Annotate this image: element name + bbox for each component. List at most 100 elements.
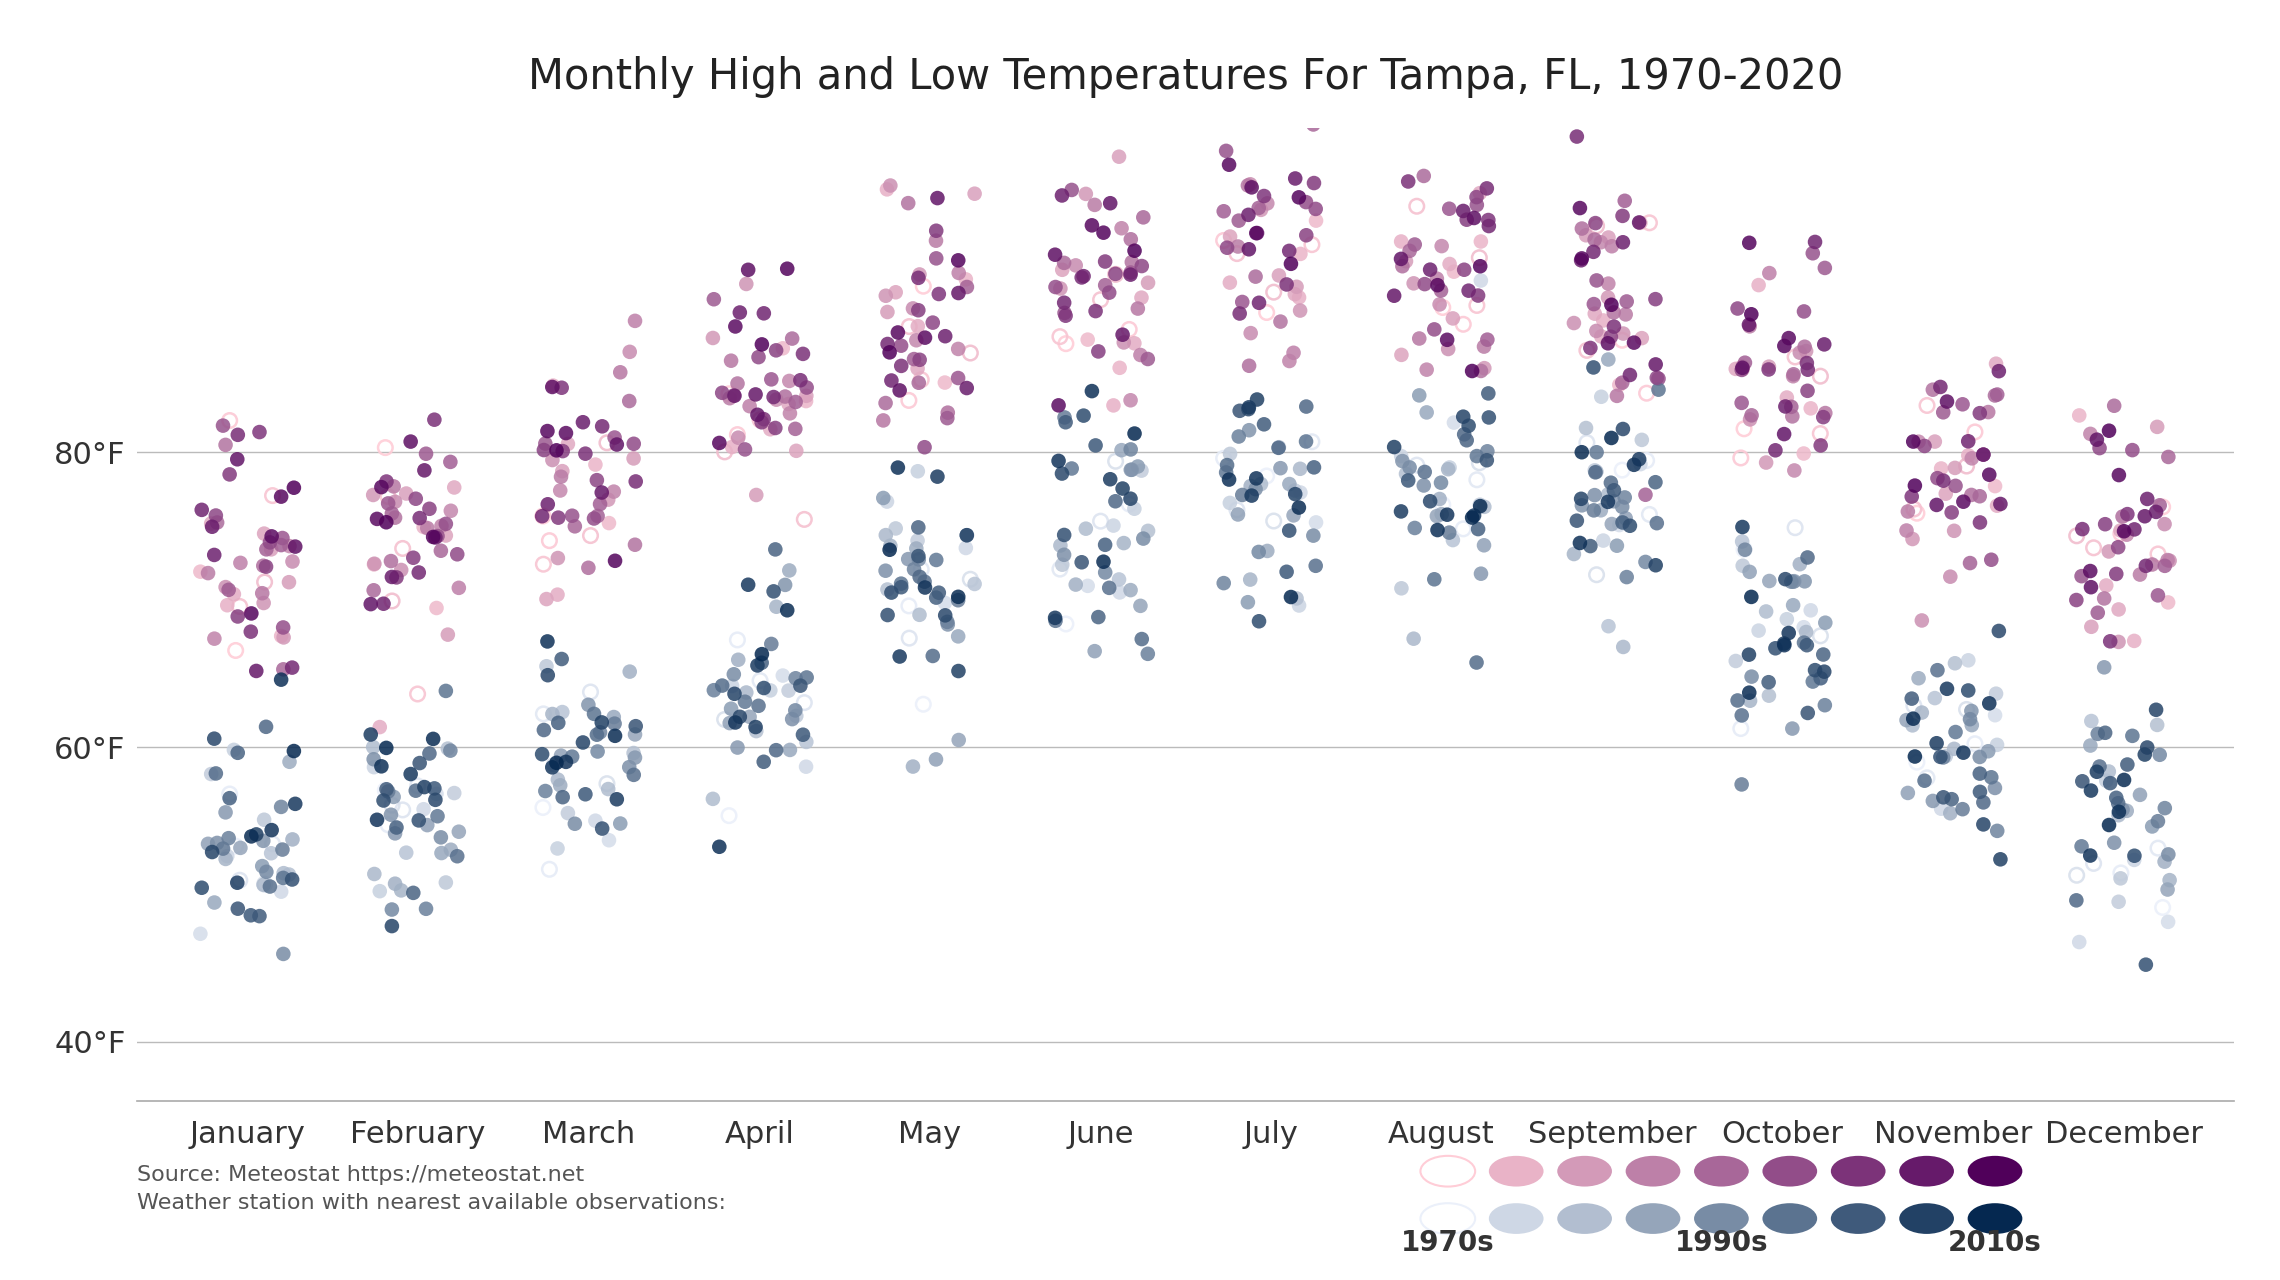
Point: [2130, 737, 2166, 758]
Point: [711, 713, 748, 733]
Point: [1400, 328, 1436, 348]
Point: [540, 507, 577, 527]
Point: [527, 440, 563, 461]
Point: [720, 649, 757, 669]
Point: [1420, 489, 1457, 509]
Point: [714, 351, 750, 371]
Point: [1113, 262, 1149, 283]
Point: [1628, 451, 1664, 471]
Point: [1279, 276, 1316, 297]
Point: [1781, 342, 1817, 362]
Point: [1448, 210, 1484, 230]
Point: [1466, 337, 1503, 357]
Point: [777, 419, 814, 439]
Point: [1097, 264, 1133, 284]
Point: [2107, 521, 2143, 541]
Point: [1575, 500, 1612, 521]
Point: [1220, 237, 1256, 257]
Point: [1067, 183, 1104, 204]
Point: [524, 506, 561, 526]
Point: [367, 512, 404, 532]
Point: [1945, 799, 1981, 819]
Point: [1047, 252, 1083, 273]
Point: [392, 764, 429, 785]
Point: [1569, 433, 1605, 453]
Point: [1270, 241, 1306, 261]
Point: [1053, 179, 1090, 200]
Point: [392, 431, 429, 452]
Point: [534, 376, 570, 397]
Point: [2130, 489, 2166, 509]
Point: [1245, 186, 1281, 206]
Point: [873, 370, 910, 390]
Point: [1391, 241, 1427, 261]
Point: [1090, 283, 1126, 303]
Point: [1459, 653, 1496, 673]
Point: [2079, 762, 2116, 782]
Point: [1776, 571, 1813, 591]
Point: [1731, 233, 1767, 253]
Point: [705, 383, 741, 403]
Point: [1256, 282, 1293, 302]
Point: [1088, 535, 1124, 556]
Point: [789, 385, 825, 406]
Point: [242, 422, 278, 443]
Point: [2104, 507, 2141, 527]
Point: [1767, 424, 1803, 444]
Point: [1589, 492, 1626, 512]
Point: [429, 525, 465, 545]
Point: [1965, 444, 2002, 465]
Point: [727, 682, 764, 703]
Point: [2116, 520, 2152, 540]
Point: [1124, 529, 1161, 549]
Point: [953, 570, 990, 590]
Point: [2073, 735, 2109, 755]
Point: [417, 778, 454, 799]
Point: [2150, 845, 2187, 865]
Point: [433, 500, 470, 521]
Point: [741, 347, 777, 367]
Point: [1418, 506, 1455, 526]
Point: [1272, 586, 1309, 607]
Point: [746, 303, 782, 324]
Point: [777, 668, 814, 689]
Point: [1628, 383, 1664, 403]
Point: [1605, 206, 1642, 227]
Point: [901, 461, 937, 481]
Point: [1767, 634, 1803, 654]
Point: [1776, 517, 1813, 538]
Point: [2073, 617, 2109, 637]
Point: [577, 810, 613, 831]
Point: [1268, 562, 1304, 582]
Point: [433, 740, 470, 760]
Point: [1607, 305, 1644, 325]
Point: [1222, 303, 1259, 324]
Point: [221, 553, 258, 573]
Point: [1277, 168, 1313, 188]
Point: [2109, 525, 2145, 545]
Point: [1446, 518, 1482, 539]
Point: [2139, 416, 2175, 436]
Point: [374, 900, 410, 920]
Point: [198, 763, 235, 783]
Point: [1206, 230, 1243, 251]
Point: [1806, 644, 1842, 664]
Point: [718, 712, 755, 732]
Point: [2152, 870, 2189, 891]
Point: [554, 506, 591, 526]
Point: [1908, 768, 1945, 788]
Point: [1594, 236, 1630, 256]
Point: [1936, 739, 1972, 759]
Point: [1751, 360, 1788, 380]
Point: [1906, 435, 1943, 456]
Point: [422, 540, 458, 561]
Point: [1949, 445, 1986, 466]
Point: [1924, 471, 1961, 492]
Point: [1450, 280, 1487, 301]
Point: [2139, 700, 2175, 721]
Point: [1432, 198, 1468, 219]
Point: [2063, 836, 2100, 856]
Point: [2075, 538, 2111, 558]
Point: [1432, 253, 1468, 274]
Point: [2150, 593, 2187, 613]
